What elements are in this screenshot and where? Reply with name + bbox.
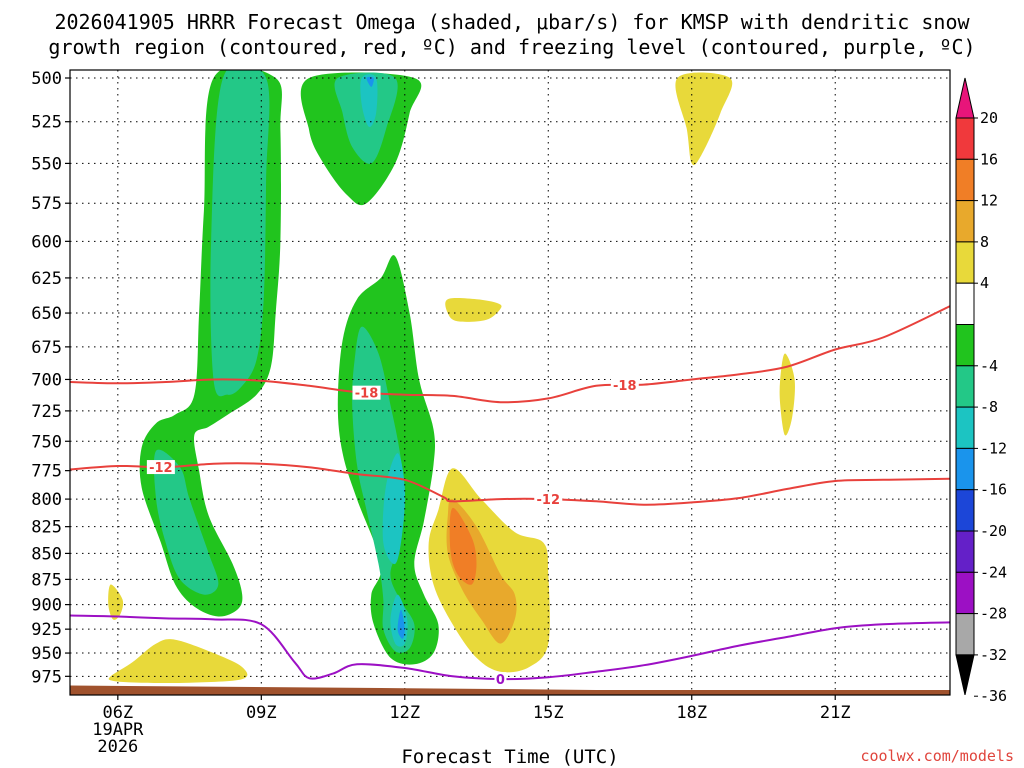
colorbar-label-1: 20 xyxy=(980,109,998,127)
x-tick-sublabel-06Z-1: 19APR xyxy=(92,720,144,740)
y-tick-label-725: 725 xyxy=(31,402,62,422)
colorbar-bin-1 xyxy=(955,117,975,160)
x-axis-label: Forecast Time (UTC) xyxy=(401,746,618,768)
colorbar-bin-3 xyxy=(955,200,975,243)
contour-label-bg-4 xyxy=(610,378,639,393)
y-tick-label-775: 775 xyxy=(31,462,62,482)
omega-region-10 xyxy=(382,453,406,565)
contour-label-4: -18 xyxy=(613,379,637,394)
y-tick-label-700: 700 xyxy=(31,370,62,390)
y-tick-label-750: 750 xyxy=(31,432,62,452)
x-tick-label-18Z: 18Z xyxy=(676,703,707,723)
colorbar-overflow-high xyxy=(955,77,975,119)
site-credit: coolwx.com/models xyxy=(860,747,1014,765)
colorbar-label-13: -32 xyxy=(980,646,1007,664)
contour-label-bg-3 xyxy=(352,385,381,400)
colorbar-label-7: -8 xyxy=(980,398,998,416)
colorbar-label-3: 12 xyxy=(980,192,998,210)
contour-label-5: 0 xyxy=(496,673,505,688)
colorbar-label-10: -20 xyxy=(980,522,1007,540)
y-tick-label-975: 975 xyxy=(31,667,62,687)
dgz-upper-contour xyxy=(70,305,950,404)
y-tick-label-650: 650 xyxy=(31,304,62,324)
colorbar-label-11: -24 xyxy=(980,563,1007,581)
contour-label-3: -18 xyxy=(355,387,379,402)
y-tick-label-575: 575 xyxy=(31,194,62,214)
omega-region-16 xyxy=(449,507,477,585)
y-tick-label-800: 800 xyxy=(31,490,62,510)
x-tick-label-12Z: 12Z xyxy=(389,703,420,723)
grid-lines xyxy=(70,70,950,695)
contour-lines: -12 -12 -18 -18 0 xyxy=(70,305,950,688)
y-axis: 500 525 550 575 600 625 650 675 700 725 750 775 800 8… xyxy=(31,69,70,687)
colorbar-bin-2 xyxy=(955,158,975,202)
colorbar-bin-13 xyxy=(955,613,975,656)
omega-region-17 xyxy=(675,72,733,166)
dgz-lower-contour xyxy=(70,462,950,506)
x-tick-sublabel-06Z-2: 2026 xyxy=(97,737,138,757)
colorbar-bin-7 xyxy=(955,365,975,408)
colorbar-label-2: 16 xyxy=(980,150,998,168)
omega-region-2 xyxy=(210,70,270,397)
y-tick-label-625: 625 xyxy=(31,269,62,289)
contour-label-bg-5 xyxy=(494,672,507,687)
x-tick-label-06Z: 06Z xyxy=(102,703,133,723)
chart-title-line1: 2026041905 HRRR Forecast Omega (shaded, … xyxy=(54,10,970,34)
colorbar-label-6: -4 xyxy=(980,357,998,375)
omega-region-9 xyxy=(352,326,415,653)
colorbar: 20 16 12 8 4 -4 -8 -12 -16 -20 -24 -28 -32 -36 xyxy=(955,77,1007,705)
ground-surface xyxy=(70,685,950,695)
colorbar-bin-5 xyxy=(955,282,975,326)
y-tick-label-500: 500 xyxy=(31,69,62,89)
colorbar-label-14: -36 xyxy=(980,687,1007,705)
y-tick-label-675: 675 xyxy=(31,338,62,358)
omega-region-20 xyxy=(108,639,248,684)
colorbar-bin-10 xyxy=(955,489,975,532)
x-tick-label-09Z: 09Z xyxy=(246,703,277,723)
colorbar-label-12: -28 xyxy=(980,605,1007,623)
omega-region-19 xyxy=(108,584,124,620)
omega-shading xyxy=(108,70,795,684)
colorbar-bin-6 xyxy=(955,324,975,367)
omega-region-18 xyxy=(779,353,795,436)
colorbar-label-8: -12 xyxy=(980,439,1007,457)
colorbar-bin-9 xyxy=(955,447,975,491)
colorbar-label-9: -16 xyxy=(980,481,1007,499)
plot-frame xyxy=(69,69,951,696)
y-tick-label-600: 600 xyxy=(31,232,62,252)
y-tick-label-825: 825 xyxy=(31,518,62,538)
omega-region-7 xyxy=(366,76,374,87)
freezing-level-contour xyxy=(70,614,950,681)
y-tick-label-525: 525 xyxy=(31,113,62,133)
colorbar-label-4: 8 xyxy=(980,233,989,251)
omega-region-6 xyxy=(360,74,378,128)
contour-label-1: -12 xyxy=(149,461,173,476)
contour-label-2: -12 xyxy=(537,493,561,508)
y-tick-label-925: 925 xyxy=(31,620,62,640)
colorbar-bin-8 xyxy=(955,406,975,449)
y-tick-label-900: 900 xyxy=(31,596,62,616)
y-tick-label-950: 950 xyxy=(31,644,62,664)
omega-region-3 xyxy=(153,449,219,595)
colorbar-label-5: 4 xyxy=(980,274,989,292)
x-tick-label-15Z: 15Z xyxy=(533,703,564,723)
x-tick-label-21Z: 21Z xyxy=(820,703,851,723)
y-tick-label-850: 850 xyxy=(31,544,62,564)
colorbar-bin-12 xyxy=(955,571,975,615)
contour-label-bg-2 xyxy=(534,492,563,507)
omega-region-12 xyxy=(397,609,405,639)
colorbar-bin-11 xyxy=(955,530,975,573)
colorbar-overflow-low xyxy=(955,654,975,696)
y-tick-label-875: 875 xyxy=(31,570,62,590)
contour-label-bg-1 xyxy=(146,460,175,475)
omega-region-13 xyxy=(445,298,502,322)
ground-fill xyxy=(70,685,950,695)
chart-title-line2: growth region (contoured, red, ºC) and f… xyxy=(48,35,975,59)
y-tick-label-550: 550 xyxy=(31,154,62,174)
colorbar-bin-4 xyxy=(955,241,975,284)
